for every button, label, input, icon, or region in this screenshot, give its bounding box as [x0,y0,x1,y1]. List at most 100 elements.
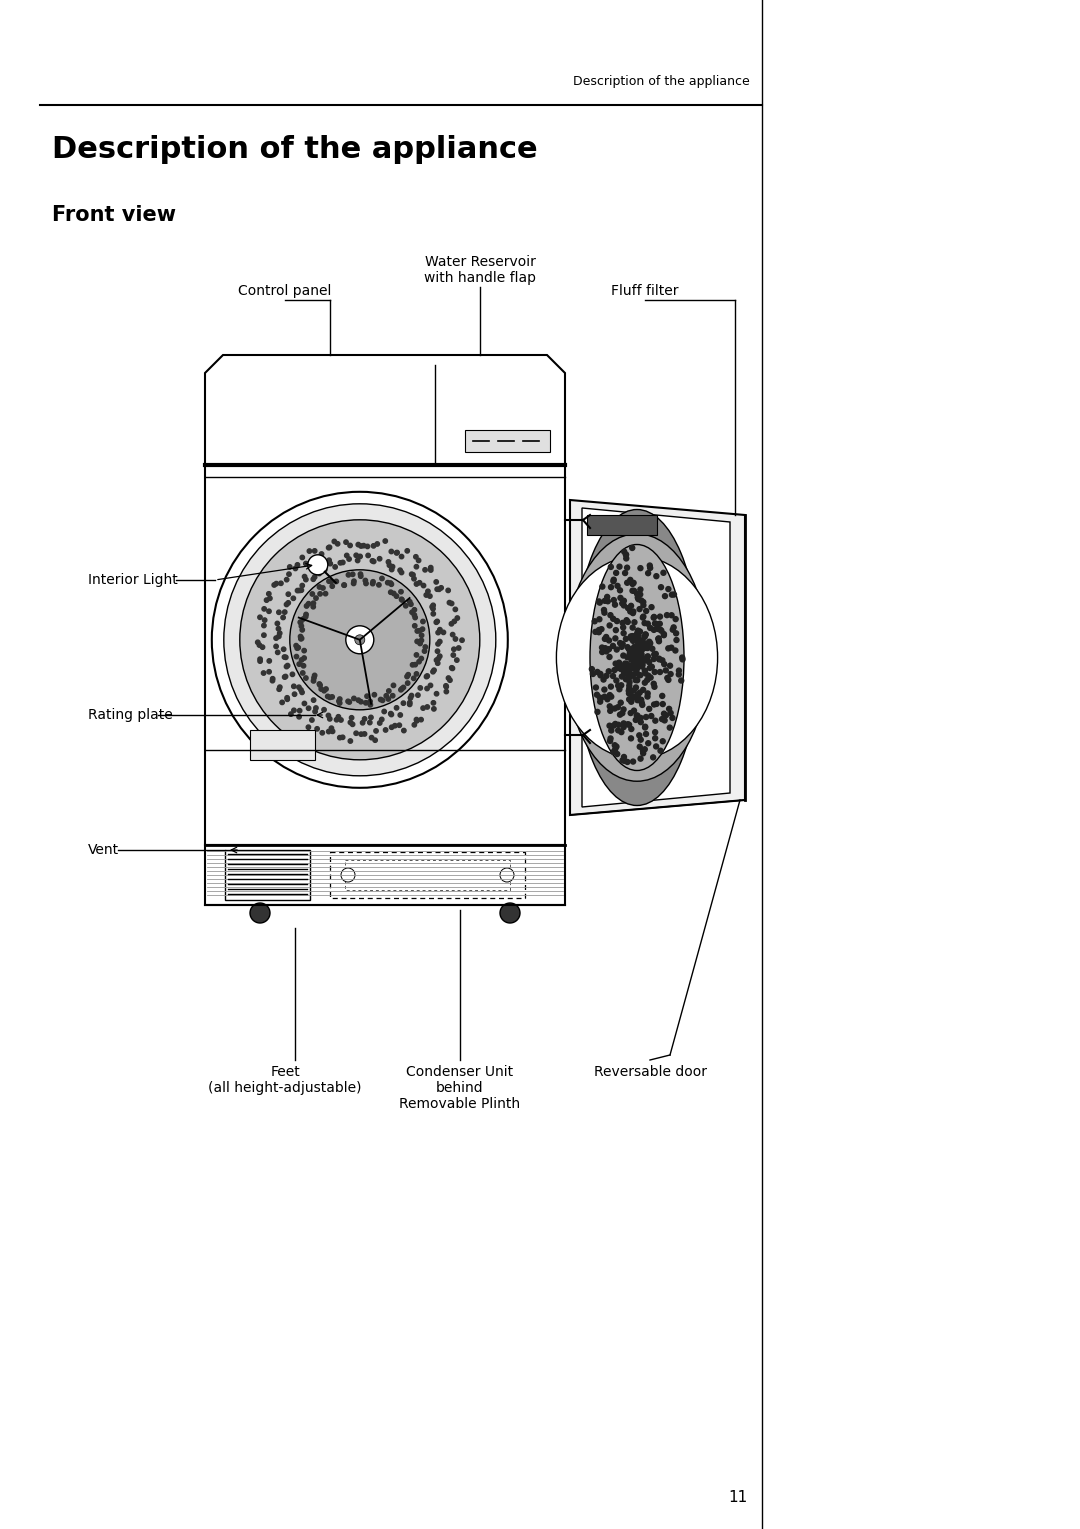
Bar [345,859,510,890]
Circle shape [270,676,275,680]
Circle shape [394,593,399,598]
Circle shape [297,708,301,713]
Circle shape [676,668,681,673]
Circle shape [261,633,266,638]
Circle shape [625,722,631,726]
Circle shape [604,648,609,654]
Circle shape [313,709,318,714]
Circle shape [669,671,673,676]
Circle shape [326,546,330,550]
Circle shape [653,651,659,656]
Circle shape [363,578,367,583]
Circle shape [430,604,434,609]
Circle shape [311,601,315,605]
Circle shape [627,648,633,654]
Circle shape [620,711,625,716]
Circle shape [297,589,301,593]
Circle shape [653,745,659,749]
Circle shape [647,706,651,711]
Circle shape [322,708,326,713]
Circle shape [384,694,389,697]
Circle shape [643,642,647,647]
Circle shape [361,720,365,725]
Circle shape [635,677,639,683]
Circle shape [651,615,657,621]
Circle shape [612,746,618,752]
Ellipse shape [556,557,717,758]
Circle shape [654,702,659,706]
Circle shape [327,546,332,549]
Circle shape [612,722,618,726]
Circle shape [632,688,636,693]
Circle shape [373,739,377,743]
Circle shape [602,687,607,693]
Circle shape [635,654,640,659]
Circle shape [275,621,280,625]
Circle shape [407,700,413,705]
Circle shape [636,673,642,677]
Circle shape [410,573,415,576]
Circle shape [356,697,361,702]
Circle shape [611,598,617,602]
Circle shape [500,904,519,924]
Circle shape [311,679,315,683]
Circle shape [435,648,440,653]
Circle shape [419,717,423,722]
Circle shape [624,668,630,673]
Circle shape [278,685,282,690]
Circle shape [621,725,626,729]
Circle shape [666,706,672,711]
Circle shape [418,641,422,645]
Circle shape [399,713,403,717]
Circle shape [435,661,440,665]
Circle shape [635,595,640,599]
Circle shape [635,665,639,671]
Circle shape [629,657,634,662]
Circle shape [404,604,408,609]
Circle shape [622,549,626,553]
Circle shape [650,755,656,760]
Circle shape [640,599,646,604]
Circle shape [649,604,654,610]
Circle shape [633,665,637,670]
Circle shape [300,671,305,676]
Circle shape [647,659,651,665]
Circle shape [411,676,416,680]
Circle shape [632,708,636,713]
Circle shape [598,671,603,676]
Circle shape [400,570,404,575]
Circle shape [434,621,438,624]
Circle shape [434,657,438,662]
Circle shape [442,630,446,635]
Circle shape [651,651,657,657]
Circle shape [599,645,605,650]
Circle shape [632,657,637,662]
Circle shape [312,549,316,553]
Circle shape [630,662,635,668]
Circle shape [298,635,302,639]
Circle shape [460,638,464,642]
Circle shape [624,557,629,561]
Circle shape [651,702,657,706]
Circle shape [450,633,455,636]
Circle shape [648,566,652,570]
Circle shape [267,659,271,664]
Circle shape [326,714,330,717]
Circle shape [680,657,685,662]
Circle shape [638,673,643,677]
Circle shape [646,570,650,576]
Circle shape [336,714,340,719]
Circle shape [652,729,658,735]
Circle shape [293,693,297,696]
Circle shape [377,583,381,587]
Circle shape [320,731,324,735]
Circle shape [299,688,303,693]
Circle shape [616,705,620,709]
Circle shape [287,564,292,569]
Circle shape [389,711,393,716]
Circle shape [444,683,448,688]
Circle shape [257,642,261,647]
Bar [225,850,310,901]
Circle shape [615,665,620,670]
Circle shape [378,697,382,702]
